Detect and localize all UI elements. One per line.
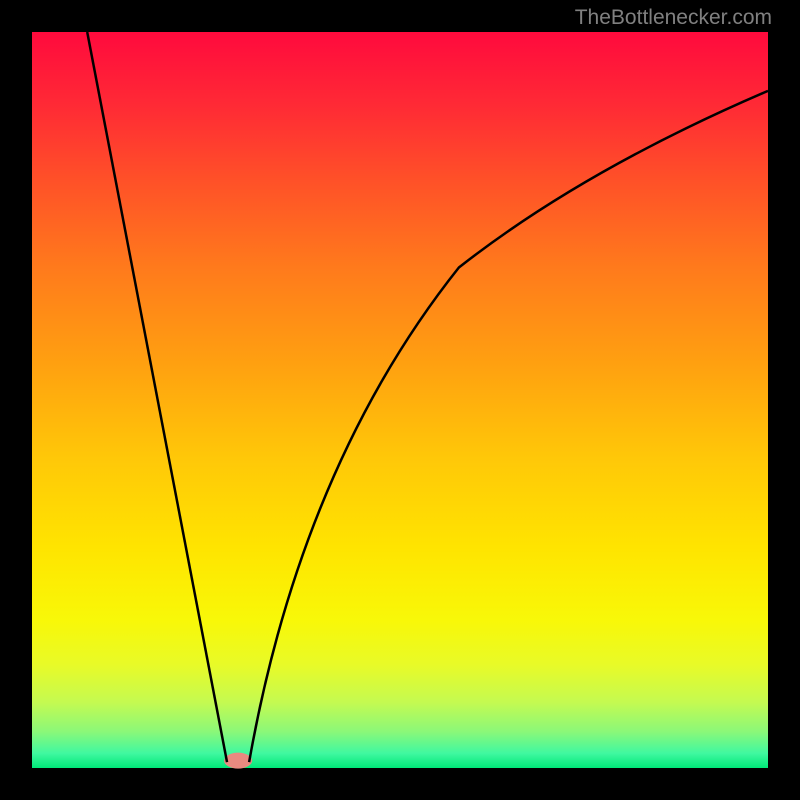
- watermark-text: TheBottlenecker.com: [575, 6, 772, 30]
- bottleneck-marker: [224, 753, 252, 769]
- plot-svg: [32, 32, 768, 768]
- chart-frame: TheBottlenecker.com: [0, 0, 800, 800]
- plot-area: [32, 32, 768, 768]
